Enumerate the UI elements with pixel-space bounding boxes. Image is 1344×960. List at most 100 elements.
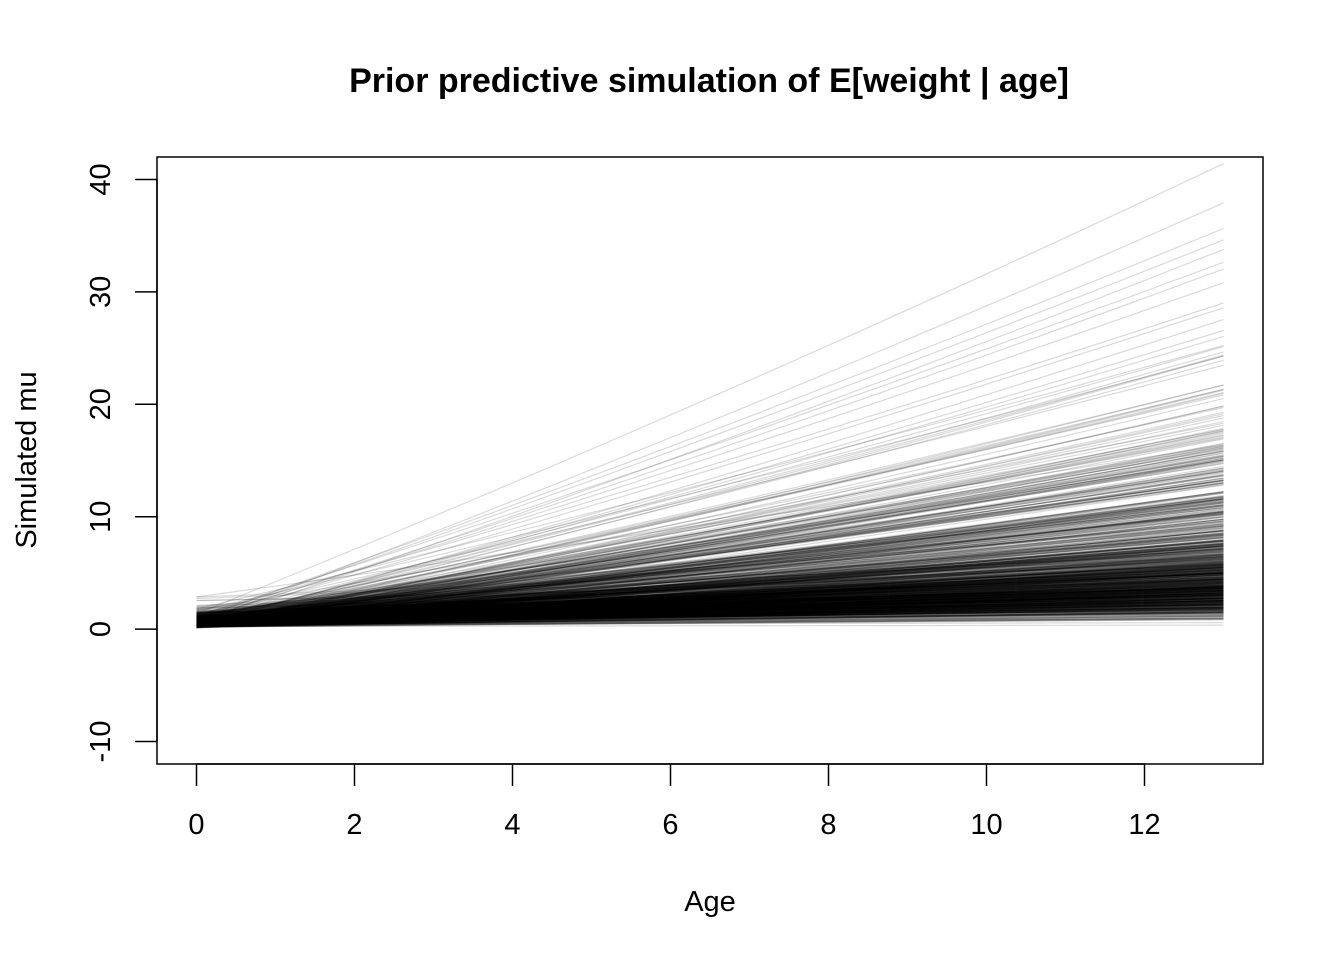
simulated-line [196, 535, 1224, 627]
simulated-line [196, 547, 1224, 624]
simulated-line [196, 447, 1224, 625]
simulated-line [196, 516, 1224, 618]
simulated-line [196, 561, 1224, 623]
simulated-line [196, 603, 1224, 626]
simulated-line [196, 522, 1224, 612]
simulated-line [196, 573, 1224, 615]
simulated-line [196, 564, 1224, 622]
simulated-line [196, 595, 1224, 623]
simulated-line [196, 603, 1224, 624]
simulated-line [196, 612, 1224, 627]
simulated-line [196, 595, 1224, 621]
simulated-line [196, 411, 1224, 626]
simulated-line [196, 590, 1224, 625]
simulated-line [196, 556, 1224, 620]
simulated-line [196, 608, 1224, 625]
simulated-line [196, 585, 1224, 624]
simulated-line [196, 601, 1224, 622]
simulated-line [196, 540, 1224, 621]
simulated-line [196, 610, 1224, 627]
simulated-line [196, 572, 1224, 619]
simulated-line [196, 450, 1224, 628]
simulated-line [196, 614, 1224, 620]
simulated-line [196, 602, 1224, 628]
simulated-line [196, 389, 1224, 626]
simulated-line [196, 588, 1224, 624]
simulated-line [196, 608, 1224, 623]
simulated-line [196, 579, 1224, 618]
simulated-line [196, 507, 1224, 621]
simulated-line [196, 608, 1224, 628]
simulated-line [196, 542, 1224, 618]
simulated-line [196, 575, 1224, 628]
simulated-line [196, 582, 1224, 626]
simulated-line [196, 589, 1224, 614]
simulated-line [196, 581, 1224, 618]
simulated-line [196, 541, 1224, 624]
simulated-line [196, 571, 1224, 623]
simulated-line [196, 616, 1224, 627]
simulated-line [196, 477, 1224, 623]
simulated-line [196, 248, 1224, 627]
simulated-line [196, 492, 1224, 627]
simulated-line [196, 473, 1224, 627]
simulated-line [196, 595, 1224, 626]
simulated-line [196, 344, 1224, 610]
simulated-line [196, 603, 1224, 627]
simulated-line [196, 580, 1224, 626]
simulated-line [196, 495, 1224, 620]
simulated-line [196, 587, 1224, 621]
simulated-line [196, 598, 1224, 627]
simulated-line [196, 587, 1224, 628]
simulated-line [196, 568, 1224, 628]
simulated-line [196, 509, 1224, 619]
simulated-line [196, 555, 1224, 629]
simulated-line [196, 511, 1224, 626]
x-axis: 0 2 4 6 8 10 12 [188, 763, 1161, 841]
simulated-line [196, 458, 1224, 622]
simulated-line [196, 568, 1224, 626]
simulated-line [196, 591, 1224, 628]
simulated-line [196, 575, 1224, 626]
x-tick-label: 8 [820, 809, 836, 841]
simulated-line [196, 460, 1224, 623]
simulated-line [196, 605, 1224, 627]
simulated-line [196, 566, 1224, 625]
simulated-line [196, 512, 1224, 620]
simulated-line [196, 494, 1224, 619]
simulated-line [196, 597, 1224, 623]
simulated-line [196, 581, 1224, 624]
simulated-line [196, 578, 1224, 614]
simulated-line [196, 543, 1224, 625]
simulated-line [196, 537, 1224, 619]
simulated-line [196, 548, 1224, 614]
simulated-line [196, 510, 1224, 628]
simulated-line [196, 556, 1224, 624]
simulated-line [196, 606, 1224, 628]
simulated-line [196, 534, 1224, 625]
simulated-line [196, 505, 1224, 623]
simulated-line [196, 573, 1224, 624]
simulated-line [196, 553, 1224, 612]
simulated-line [196, 354, 1224, 623]
simulated-line [196, 518, 1224, 625]
simulated-line [196, 590, 1224, 627]
simulated-line [196, 455, 1224, 625]
simulated-line [196, 600, 1224, 623]
simulated-line [196, 544, 1224, 626]
simulated-line [196, 603, 1224, 625]
simulated-line [196, 597, 1224, 628]
simulated-line [196, 513, 1224, 616]
simulated-line [196, 605, 1224, 625]
simulated-line [196, 544, 1224, 621]
simulated-line [196, 566, 1224, 620]
simulated-line [196, 575, 1224, 618]
simulated-line [196, 576, 1224, 623]
simulated-line [196, 520, 1224, 619]
simulated-line [196, 498, 1224, 623]
simulated-line [196, 590, 1224, 620]
simulated-line [196, 600, 1224, 621]
simulated-line [196, 506, 1224, 625]
simulated-line [196, 563, 1224, 624]
simulated-line [196, 607, 1224, 621]
